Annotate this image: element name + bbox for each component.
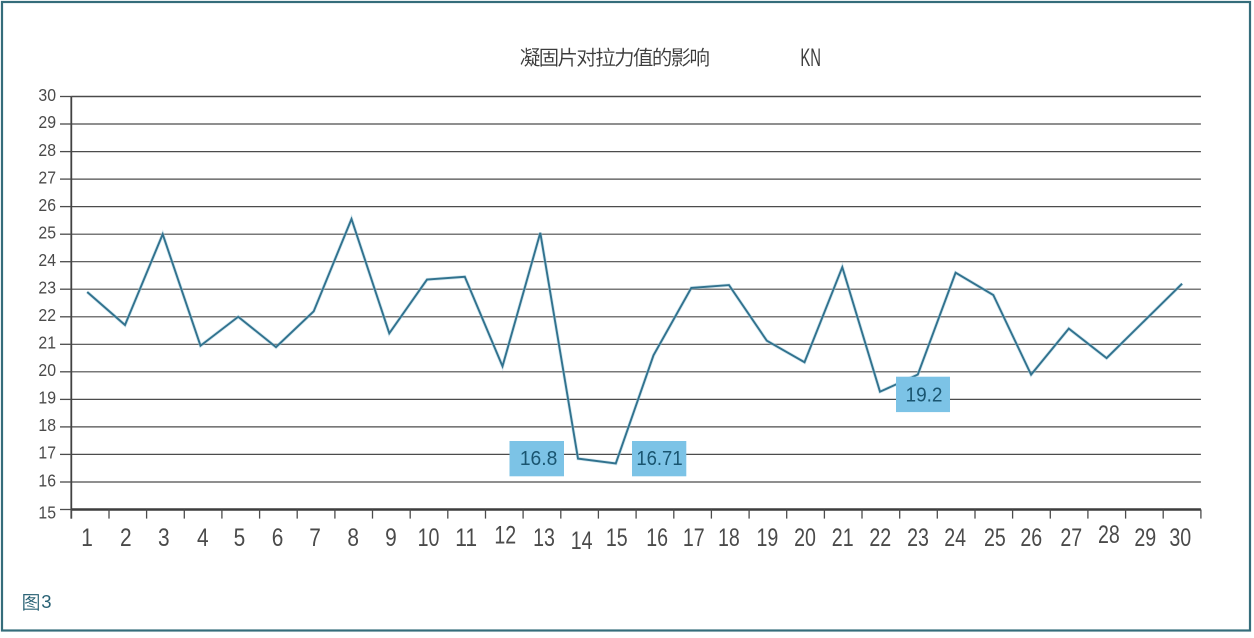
svg-text:15: 15 <box>38 502 56 522</box>
svg-text:11: 11 <box>455 524 477 552</box>
svg-text:24: 24 <box>38 250 56 270</box>
svg-text:16: 16 <box>38 470 56 490</box>
svg-text:12: 12 <box>494 522 516 550</box>
svg-text:22: 22 <box>869 524 891 552</box>
svg-text:2: 2 <box>120 524 132 552</box>
svg-text:26: 26 <box>38 195 56 215</box>
svg-text:4: 4 <box>197 524 209 552</box>
svg-text:16.71: 16.71 <box>636 448 682 470</box>
svg-text:30: 30 <box>1169 524 1191 552</box>
svg-text:28: 28 <box>1098 521 1120 549</box>
svg-text:27: 27 <box>38 167 56 187</box>
svg-text:22: 22 <box>38 305 56 325</box>
svg-text:18: 18 <box>38 415 56 435</box>
svg-text:24: 24 <box>944 524 966 552</box>
svg-text:10: 10 <box>418 524 440 552</box>
svg-text:25: 25 <box>984 524 1006 552</box>
svg-text:19: 19 <box>38 388 56 408</box>
svg-text:16: 16 <box>646 524 668 552</box>
svg-text:27: 27 <box>1060 524 1082 552</box>
svg-text:26: 26 <box>1020 524 1042 552</box>
svg-text:17: 17 <box>683 524 705 552</box>
svg-text:7: 7 <box>309 524 321 552</box>
svg-text:28: 28 <box>38 140 56 160</box>
svg-text:15: 15 <box>606 524 628 552</box>
svg-text:20: 20 <box>38 360 56 380</box>
svg-text:29: 29 <box>1134 524 1156 552</box>
svg-text:21: 21 <box>38 333 56 353</box>
svg-text:9: 9 <box>385 524 397 552</box>
svg-text:5: 5 <box>234 524 246 552</box>
svg-text:18: 18 <box>718 524 740 552</box>
svg-text:23: 23 <box>907 524 929 552</box>
svg-text:3: 3 <box>41 591 51 612</box>
svg-text:6: 6 <box>272 524 284 552</box>
svg-text:KN: KN <box>800 44 821 72</box>
svg-text:13: 13 <box>533 524 555 552</box>
svg-text:3: 3 <box>158 524 170 552</box>
svg-text:14: 14 <box>571 527 593 555</box>
svg-text:8: 8 <box>347 524 359 552</box>
svg-text:19.2: 19.2 <box>906 385 943 407</box>
svg-text:20: 20 <box>794 524 816 552</box>
svg-text:19: 19 <box>757 524 779 552</box>
svg-text:30: 30 <box>38 85 56 105</box>
svg-text:29: 29 <box>38 112 56 132</box>
svg-text:21: 21 <box>832 524 854 552</box>
svg-text:16.8: 16.8 <box>520 448 558 470</box>
svg-text:25: 25 <box>38 223 56 243</box>
svg-text:1: 1 <box>81 524 93 552</box>
svg-text:23: 23 <box>38 278 56 298</box>
svg-text:17: 17 <box>38 443 56 463</box>
